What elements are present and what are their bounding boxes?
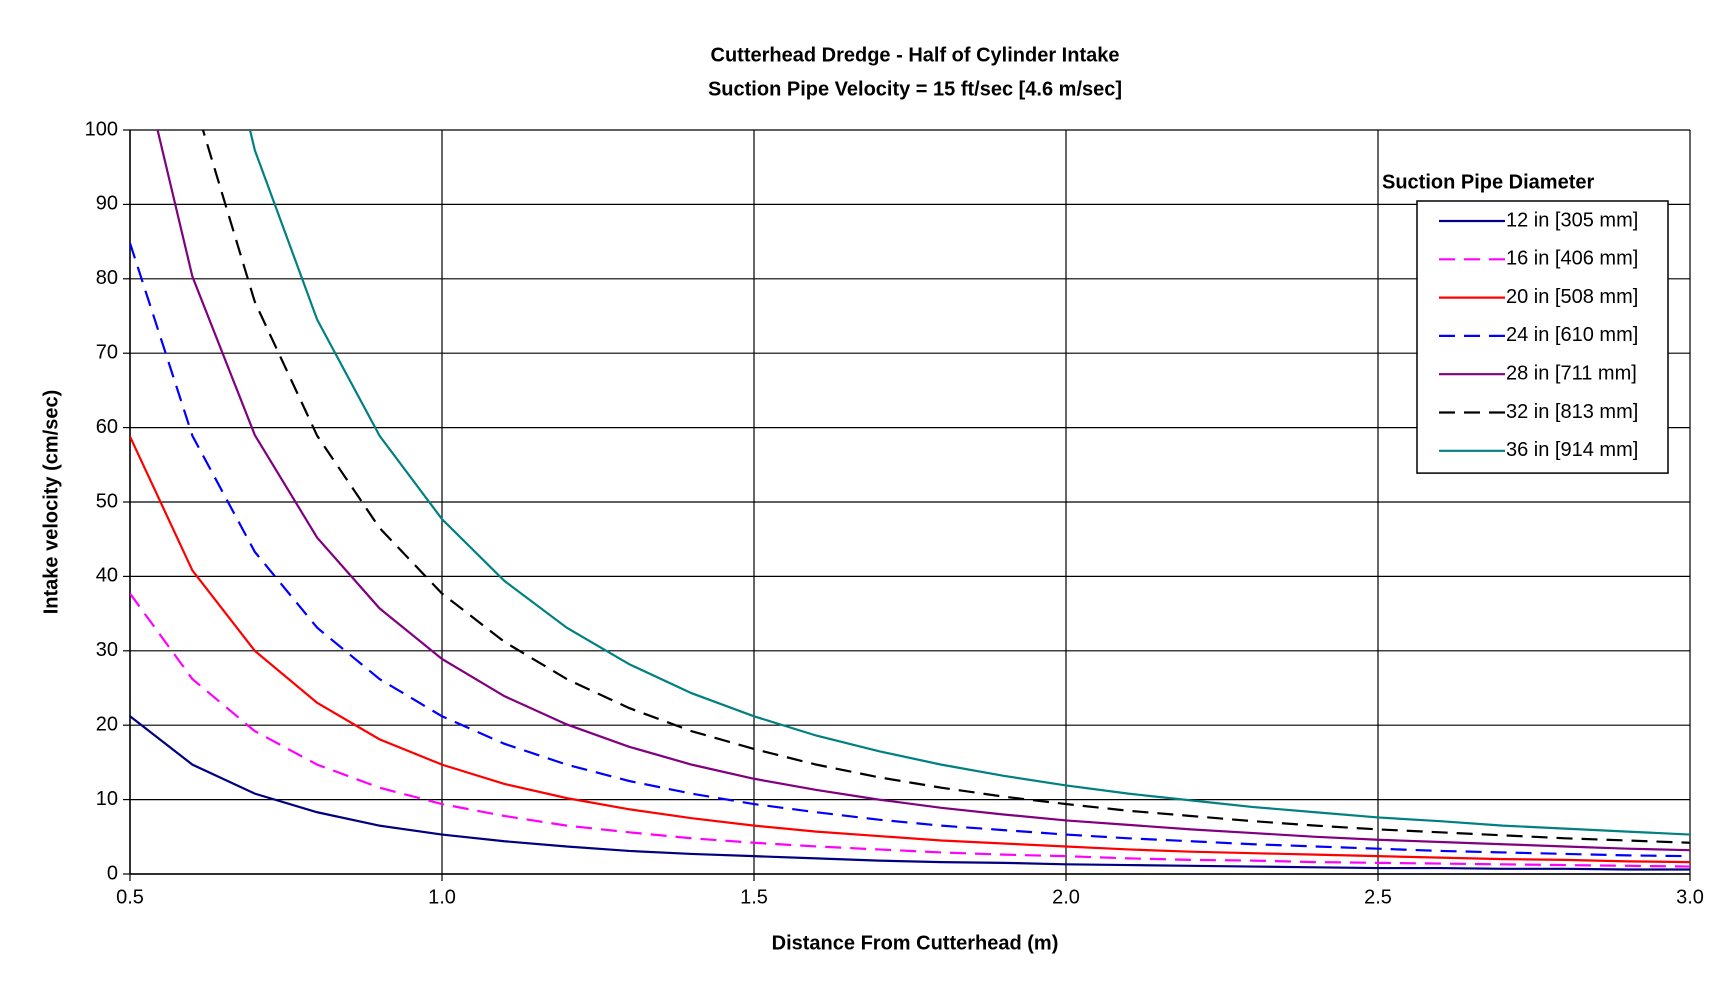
y-tick-label: 60	[96, 416, 118, 438]
x-tick-label: 2.0	[1052, 886, 1080, 908]
chart-subtitle: Suction Pipe Velocity = 15 ft/sec [4.6 m…	[708, 78, 1122, 100]
legend-label: 32 in [813 mm]	[1506, 401, 1638, 423]
y-tick-label: 40	[96, 565, 118, 587]
legend-label: 12 in [305 mm]	[1506, 209, 1638, 231]
series-line	[201, 130, 1690, 844]
legend-title: Suction Pipe Diameter	[1382, 171, 1594, 193]
y-tick-label: 30	[96, 639, 118, 661]
legend-label: 28 in [711 mm]	[1506, 362, 1637, 384]
series-line	[130, 436, 1690, 864]
legend-label: 36 in [914 mm]	[1506, 439, 1638, 461]
series-line	[130, 242, 1690, 858]
y-axis-label: Intake velocity (cm/sec)	[40, 390, 62, 615]
x-tick-label: 1.5	[740, 886, 768, 908]
legend-label: 20 in [508 mm]	[1506, 286, 1638, 308]
x-axis-label: Distance From Cutterhead (m)	[772, 932, 1059, 954]
legend-label: 24 in [610 mm]	[1506, 324, 1638, 346]
x-tick-label: 2.5	[1364, 886, 1392, 908]
chart-title: Cutterhead Dredge - Half of Cylinder Int…	[711, 44, 1120, 66]
series-line	[156, 130, 1690, 852]
legend-label: 16 in [406 mm]	[1506, 248, 1638, 270]
legend-box	[1416, 200, 1669, 474]
y-tick-label: 0	[107, 862, 118, 884]
y-tick-label: 100	[85, 118, 118, 140]
series-line	[130, 592, 1690, 868]
x-tick-label: 0.5	[116, 886, 144, 908]
y-tick-label: 10	[96, 788, 118, 810]
y-tick-label: 50	[96, 490, 118, 512]
series-line	[248, 130, 1690, 836]
y-tick-label: 20	[96, 713, 118, 735]
y-tick-label: 80	[96, 267, 118, 289]
y-tick-label: 70	[96, 341, 118, 363]
y-tick-label: 90	[96, 193, 118, 215]
series-line	[130, 715, 1690, 871]
x-tick-label: 3.0	[1676, 886, 1704, 908]
x-tick-label: 1.0	[428, 886, 456, 908]
